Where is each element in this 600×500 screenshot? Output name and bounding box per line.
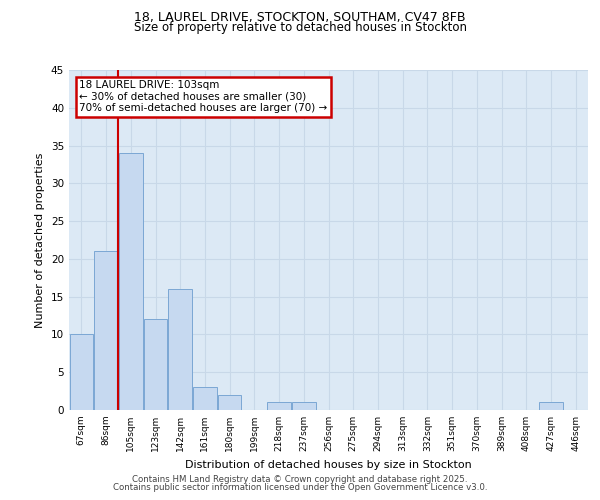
- Bar: [144, 320, 167, 410]
- Bar: [218, 395, 241, 410]
- X-axis label: Distribution of detached houses by size in Stockton: Distribution of detached houses by size …: [185, 460, 472, 469]
- Bar: [539, 402, 563, 410]
- Y-axis label: Number of detached properties: Number of detached properties: [35, 152, 46, 328]
- Bar: [292, 402, 316, 410]
- Text: 18, LAUREL DRIVE, STOCKTON, SOUTHAM, CV47 8FB: 18, LAUREL DRIVE, STOCKTON, SOUTHAM, CV4…: [134, 11, 466, 24]
- Bar: [193, 388, 217, 410]
- Text: Contains HM Land Registry data © Crown copyright and database right 2025.: Contains HM Land Registry data © Crown c…: [132, 475, 468, 484]
- Text: Size of property relative to detached houses in Stockton: Size of property relative to detached ho…: [133, 21, 467, 34]
- Bar: [268, 402, 291, 410]
- Text: 18 LAUREL DRIVE: 103sqm
← 30% of detached houses are smaller (30)
70% of semi-de: 18 LAUREL DRIVE: 103sqm ← 30% of detache…: [79, 80, 328, 114]
- Bar: [94, 252, 118, 410]
- Bar: [119, 153, 143, 410]
- Bar: [169, 289, 192, 410]
- Text: Contains public sector information licensed under the Open Government Licence v3: Contains public sector information licen…: [113, 483, 487, 492]
- Bar: [70, 334, 93, 410]
